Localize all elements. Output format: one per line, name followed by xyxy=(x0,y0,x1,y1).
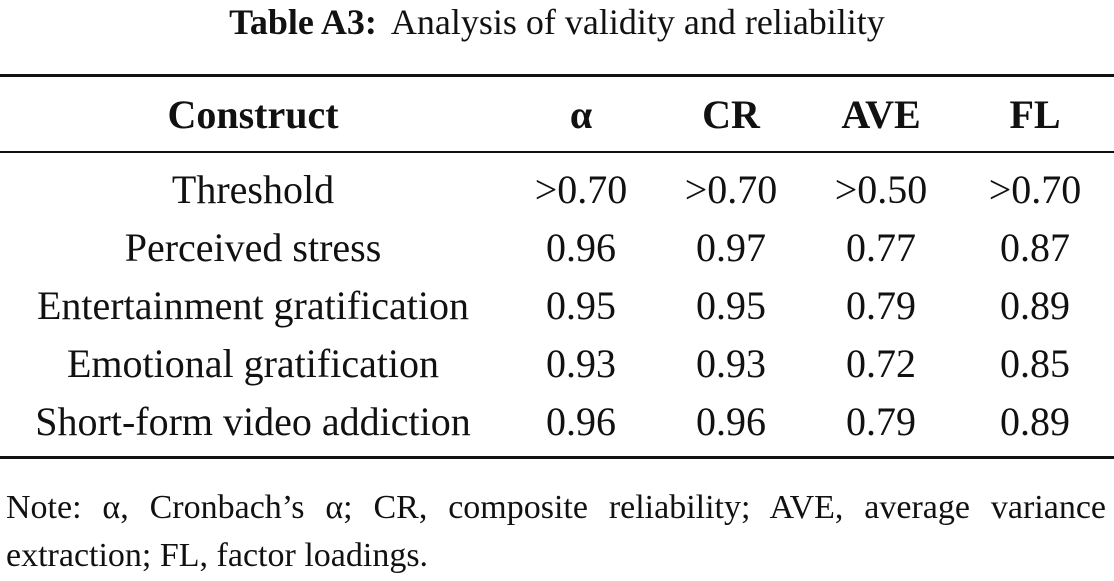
caption-label: Table A3: xyxy=(229,2,377,42)
cell-ave: 0.79 xyxy=(846,398,916,444)
cell-alpha: 0.96 xyxy=(546,224,616,270)
cell-fl: >0.70 xyxy=(988,166,1082,212)
table-row: Emotional gratification 0.93 0.93 0.72 0… xyxy=(0,334,1114,392)
table-row: Threshold >0.70 >0.70 >0.50 >0.70 xyxy=(0,152,1114,218)
cell-construct: Emotional gratification xyxy=(66,340,440,386)
cell-construct: Perceived stress xyxy=(124,224,382,270)
cell-construct: Short-form video addiction xyxy=(35,398,471,444)
cell-cr: >0.70 xyxy=(684,166,778,212)
cell-ave: 0.77 xyxy=(846,224,916,270)
cell-construct: Entertainment gratification xyxy=(36,282,470,328)
cell-cr: 0.97 xyxy=(696,224,766,270)
header-construct: Construct xyxy=(167,91,339,137)
table-row: Perceived stress 0.96 0.97 0.77 0.87 xyxy=(0,218,1114,276)
cell-fl: 0.89 xyxy=(1000,282,1070,328)
table-caption: Table A3: Analysis of validity and reliab… xyxy=(0,0,1114,44)
header-cr: CR xyxy=(702,91,760,137)
cell-fl: 0.87 xyxy=(1000,224,1070,270)
cell-fl: 0.89 xyxy=(1000,398,1070,444)
cell-cr: 0.95 xyxy=(696,282,766,328)
header-fl: FL xyxy=(1009,91,1061,137)
table-note: Note: α, Cronbach’s α; CR, composite rel… xyxy=(6,489,1106,574)
cell-cr: 0.93 xyxy=(696,340,766,386)
cell-ave: >0.50 xyxy=(834,166,928,212)
cell-construct: Threshold xyxy=(171,166,335,212)
cell-ave: 0.79 xyxy=(846,282,916,328)
table-row: Entertainment gratification 0.95 0.95 0.… xyxy=(0,276,1114,334)
cell-cr: 0.96 xyxy=(696,398,766,444)
caption-text: Analysis of validity and reliability xyxy=(390,2,885,42)
cell-alpha: 0.95 xyxy=(546,282,616,328)
validity-reliability-table: Construct α CR AVE FL Threshold >0.70 >0… xyxy=(0,74,1114,459)
table-header-row: Construct α CR AVE FL xyxy=(0,75,1114,152)
cell-alpha: >0.70 xyxy=(534,166,628,212)
table-row: Short-form video addiction 0.96 0.96 0.7… xyxy=(0,392,1114,458)
header-ave: AVE xyxy=(841,91,921,137)
cell-alpha: 0.93 xyxy=(546,340,616,386)
header-alpha: α xyxy=(569,91,593,137)
cell-ave: 0.72 xyxy=(846,340,916,386)
cell-alpha: 0.96 xyxy=(546,398,616,444)
cell-fl: 0.85 xyxy=(1000,340,1070,386)
